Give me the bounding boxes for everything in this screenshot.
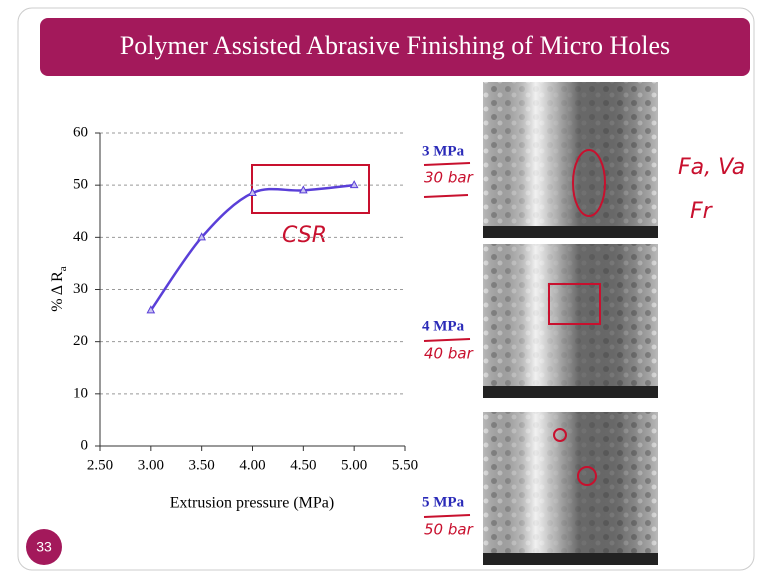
y-tick-label: 30 — [73, 281, 88, 297]
handwritten-note: Fa, Va — [678, 155, 745, 180]
x-tick-label: 4.00 — [239, 457, 265, 473]
handwritten-note: 40 bar — [424, 345, 474, 363]
y-axis-label-main: % Δ R — [49, 271, 66, 312]
y-tick-label: 40 — [73, 229, 88, 245]
x-tick-label: 3.00 — [138, 457, 164, 473]
y-axis-label-subscript: a — [57, 266, 69, 271]
image-label: 4 MPa — [422, 318, 465, 334]
handwritten-note: CSR — [282, 223, 327, 248]
slide: Polymer Assisted Abrasive Finishing of M… — [0, 0, 764, 574]
x-tick-label: 3.50 — [189, 457, 215, 473]
x-tick-label: 5.00 — [341, 457, 367, 473]
y-tick-label: 50 — [73, 177, 88, 193]
y-tick-label: 20 — [73, 333, 88, 349]
x-axis-label: Extrusion pressure (MPa) — [170, 495, 334, 512]
y-tick-label: 0 — [81, 437, 89, 453]
image-label: 3 MPa — [422, 143, 465, 159]
x-tick-label: 5.50 — [392, 457, 418, 473]
slide-title: Polymer Assisted Abrasive Finishing of M… — [120, 31, 670, 60]
handwritten-note: Fr — [690, 199, 714, 224]
y-axis-label: % Δ Ra — [49, 266, 69, 312]
handwritten-note: 50 bar — [424, 521, 474, 539]
y-tick-label: 10 — [73, 385, 88, 401]
y-tick-label: 60 — [73, 124, 88, 140]
page-number: 33 — [36, 539, 52, 555]
image-label: 5 MPa — [422, 494, 465, 510]
x-tick-label: 4.50 — [290, 457, 316, 473]
x-tick-label: 2.50 — [87, 457, 113, 473]
handwritten-note: 30 bar — [424, 169, 474, 187]
